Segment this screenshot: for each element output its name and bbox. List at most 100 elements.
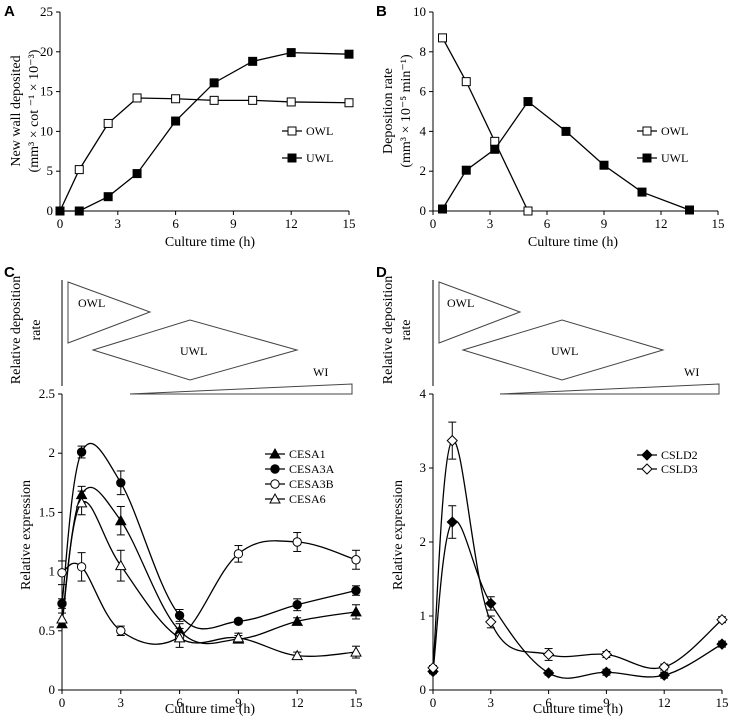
y-tick-label: 1	[49, 564, 56, 579]
panel-b-xlabel: Culture time (h)	[528, 235, 619, 250]
legend-label: CESA6	[289, 492, 326, 506]
panel-c-uwl-diamond	[91, 319, 299, 381]
x-tick-label: 9	[235, 695, 242, 710]
data-point	[116, 478, 126, 488]
x-tick-label: 15	[343, 216, 356, 231]
data-point	[57, 598, 67, 609]
legend-item-owl: OWL	[282, 124, 333, 138]
legend-item-csld3: CSLD3	[637, 462, 698, 476]
legend-item-cesa1: CESA1	[265, 447, 326, 461]
data-point	[248, 95, 258, 105]
x-tick-label: 0	[57, 216, 64, 231]
legend-marker	[641, 463, 653, 475]
data-point	[542, 648, 555, 661]
data-point	[523, 97, 533, 107]
panel-d: D Relative deposition rate Relative expr…	[376, 264, 729, 717]
y-tick-label: 2	[420, 163, 427, 178]
series-line	[432, 439, 723, 670]
data-point	[132, 169, 142, 179]
legend-marker	[641, 449, 653, 461]
data-point	[446, 434, 458, 447]
panel-b-ylabel-line1: Deposition rate	[381, 68, 396, 154]
legend-label: UWL	[306, 151, 333, 165]
panel-a: A New wall deposited (mm³ × cot ⁻¹ × 10⁻…	[4, 3, 356, 250]
series-line	[441, 37, 529, 212]
panel-c-top-ylabel-line1: Relative deposition	[9, 276, 24, 384]
data-point	[292, 600, 302, 610]
legend-marker	[270, 464, 280, 474]
y-tick-label: 0	[49, 682, 56, 697]
data-point	[344, 49, 354, 59]
panel-c-letter: C	[4, 264, 15, 281]
data-point	[716, 638, 728, 650]
panel-b-plot: 0 3 6 9 12 15 0 2 4 6 8 10 OWL UWL	[413, 4, 725, 231]
panel-a-ylabel-line1: New wall deposited	[9, 55, 24, 166]
data-point	[600, 666, 613, 678]
panel-c-top-ylabel-line2: rate	[29, 320, 44, 341]
y-tick-label: 10	[40, 123, 53, 138]
data-point	[174, 610, 185, 621]
x-tick-label: 15	[350, 695, 363, 710]
legend-marker	[269, 492, 281, 504]
series-owl	[55, 93, 354, 216]
panel-c-ylabel: Relative expression	[19, 480, 34, 590]
panel-d-uwl-label: UWL	[551, 344, 578, 358]
panel-c-owl-label: OWL	[78, 296, 105, 310]
series-csld2	[427, 505, 728, 681]
y-tick-label: 1.5	[39, 504, 55, 519]
data-point	[637, 187, 647, 197]
series-owl	[438, 33, 533, 216]
data-point	[461, 165, 471, 175]
x-tick-label: 3	[487, 216, 494, 231]
y-tick-label: 10	[413, 4, 426, 19]
legend-label: OWL	[306, 124, 333, 138]
y-tick-label: 2.5	[39, 386, 55, 401]
data-point	[485, 597, 497, 610]
series-uwl	[438, 97, 694, 215]
data-point	[427, 662, 439, 674]
panel-d-wi-label: WI	[684, 365, 699, 379]
y-tick-label: 2	[49, 445, 56, 460]
y-tick-label: 15	[40, 84, 53, 99]
data-point	[446, 516, 458, 528]
legend-item-cesa6: CESA6	[265, 492, 326, 506]
data-point	[286, 48, 296, 58]
legend-item-uwl: UWL	[282, 151, 333, 165]
series-line	[61, 486, 357, 645]
x-tick-label: 6	[172, 216, 179, 231]
data-point	[350, 605, 362, 617]
x-tick-label: 9	[603, 695, 610, 710]
legend-item-owl: OWL	[637, 124, 688, 138]
data-point	[114, 559, 127, 571]
y-tick-label: 1	[420, 608, 427, 623]
data-point	[438, 33, 447, 43]
x-tick-label: 15	[712, 216, 725, 231]
data-point	[461, 77, 471, 87]
legend-item-uwl: UWL	[637, 151, 688, 165]
series-line	[432, 519, 723, 679]
panel-d-ylabel: Relative expression	[391, 480, 406, 590]
x-tick-label: 12	[291, 695, 304, 710]
x-tick-label: 3	[488, 695, 495, 710]
x-tick-label: 15	[716, 695, 729, 710]
legend-label: CSLD2	[661, 448, 698, 462]
x-tick-label: 6	[176, 695, 183, 710]
data-point	[233, 616, 244, 627]
legend-label: CESA3B	[289, 477, 334, 491]
panel-c-wi-wedge	[129, 383, 353, 395]
data-point	[600, 648, 613, 661]
data-point	[209, 78, 219, 88]
data-point	[232, 631, 245, 643]
data-point	[173, 631, 186, 643]
data-point	[490, 144, 500, 154]
x-tick-label: 0	[430, 216, 437, 231]
data-point	[76, 447, 87, 457]
panel-d-owl-label: OWL	[447, 296, 474, 310]
data-point	[490, 136, 500, 146]
data-point	[291, 615, 304, 626]
data-point	[57, 568, 67, 578]
legend-item-cesa3b: CESA3B	[265, 477, 334, 491]
data-point	[103, 192, 113, 202]
data-point	[55, 206, 65, 216]
legend-label: CESA1	[289, 447, 326, 461]
